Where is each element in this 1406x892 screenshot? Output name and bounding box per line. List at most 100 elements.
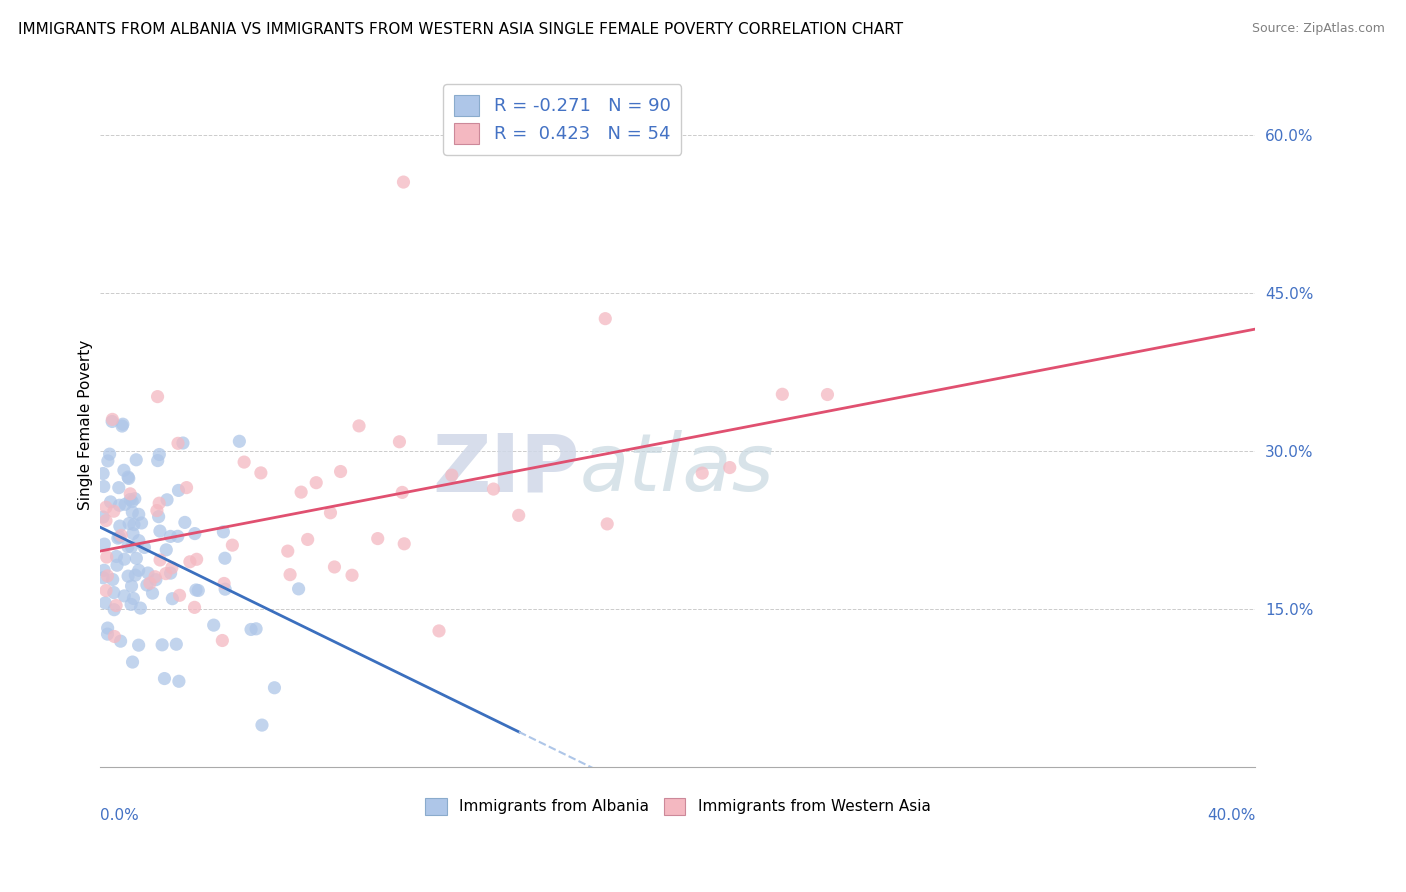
Point (150, 638, 173, 652)
Point (103, 630, 125, 644)
Point (367, 532, 389, 546)
Point (250, 466, 273, 480)
Point (105, 558, 128, 573)
Point (596, 516, 619, 531)
Point (101, 573, 124, 587)
Point (228, 434, 250, 449)
Text: 0.0%: 0.0% (100, 808, 139, 823)
Point (98, 447, 121, 461)
Point (165, 637, 187, 651)
Point (184, 526, 207, 541)
Point (340, 568, 363, 582)
Point (169, 588, 191, 602)
Point (146, 503, 169, 517)
Point (148, 509, 170, 524)
Point (139, 576, 162, 591)
Point (202, 618, 225, 632)
Point (105, 599, 128, 613)
Point (128, 563, 150, 577)
Point (388, 434, 411, 449)
Point (148, 448, 170, 462)
Point (122, 526, 145, 541)
Point (94, 514, 117, 528)
Point (112, 552, 135, 566)
Point (143, 570, 166, 584)
Point (179, 555, 201, 569)
Point (105, 549, 128, 564)
Point (149, 553, 172, 567)
Point (149, 524, 172, 538)
Text: Source: ZipAtlas.com: Source: ZipAtlas.com (1251, 22, 1385, 36)
Point (155, 566, 177, 581)
Point (121, 494, 143, 508)
Point (323, 560, 346, 574)
Point (97, 621, 120, 635)
Point (120, 487, 142, 501)
Point (94, 596, 117, 610)
Point (690, 466, 713, 480)
Point (96, 627, 118, 641)
Text: IMMIGRANTS FROM ALBANIA VS IMMIGRANTS FROM WESTERN ASIA SINGLE FEMALE POVERTY CO: IMMIGRANTS FROM ALBANIA VS IMMIGRANTS FR… (18, 22, 904, 37)
Point (240, 623, 263, 637)
Point (162, 591, 184, 606)
Point (112, 589, 135, 603)
Point (817, 387, 839, 401)
Point (124, 568, 146, 582)
Point (117, 470, 139, 484)
Point (212, 576, 235, 591)
Point (297, 533, 319, 547)
Point (108, 530, 131, 544)
Point (114, 497, 136, 511)
Point (155, 542, 177, 557)
Point (159, 566, 181, 581)
Point (101, 412, 124, 426)
Point (183, 600, 205, 615)
Point (120, 492, 142, 507)
Point (128, 533, 150, 548)
Point (97, 454, 120, 468)
Point (118, 516, 141, 531)
Point (508, 508, 530, 523)
Point (129, 601, 152, 615)
Point (103, 585, 125, 599)
Point (214, 582, 236, 597)
Point (94, 583, 117, 598)
Point (172, 436, 194, 450)
Point (427, 624, 450, 638)
Point (136, 566, 159, 580)
Point (141, 586, 163, 600)
Point (211, 633, 233, 648)
Point (121, 540, 143, 554)
Y-axis label: Single Female Poverty: Single Female Poverty (79, 340, 93, 509)
Point (167, 436, 190, 450)
Point (110, 528, 132, 542)
Point (93, 479, 115, 493)
Text: ZIP: ZIP (433, 430, 579, 508)
Point (184, 582, 207, 597)
Point (96, 569, 118, 583)
Point (94, 500, 117, 515)
Point (186, 552, 208, 566)
Point (250, 718, 273, 732)
Legend: Immigrants from Albania, Immigrants from Western Asia: Immigrants from Albania, Immigrants from… (419, 791, 936, 822)
Point (305, 475, 328, 490)
Point (112, 463, 135, 477)
Point (91, 510, 114, 524)
Point (145, 573, 167, 587)
Point (156, 492, 179, 507)
Point (110, 634, 132, 648)
Point (91, 467, 114, 481)
Text: 40.0%: 40.0% (1208, 808, 1256, 823)
Point (221, 538, 243, 552)
Point (101, 415, 124, 429)
Point (121, 579, 143, 593)
Point (212, 524, 235, 539)
Point (122, 517, 145, 532)
Point (167, 674, 190, 689)
Point (118, 471, 141, 485)
Point (108, 519, 131, 533)
Point (121, 505, 143, 519)
Point (111, 419, 134, 434)
Point (122, 591, 145, 606)
Point (718, 460, 741, 475)
